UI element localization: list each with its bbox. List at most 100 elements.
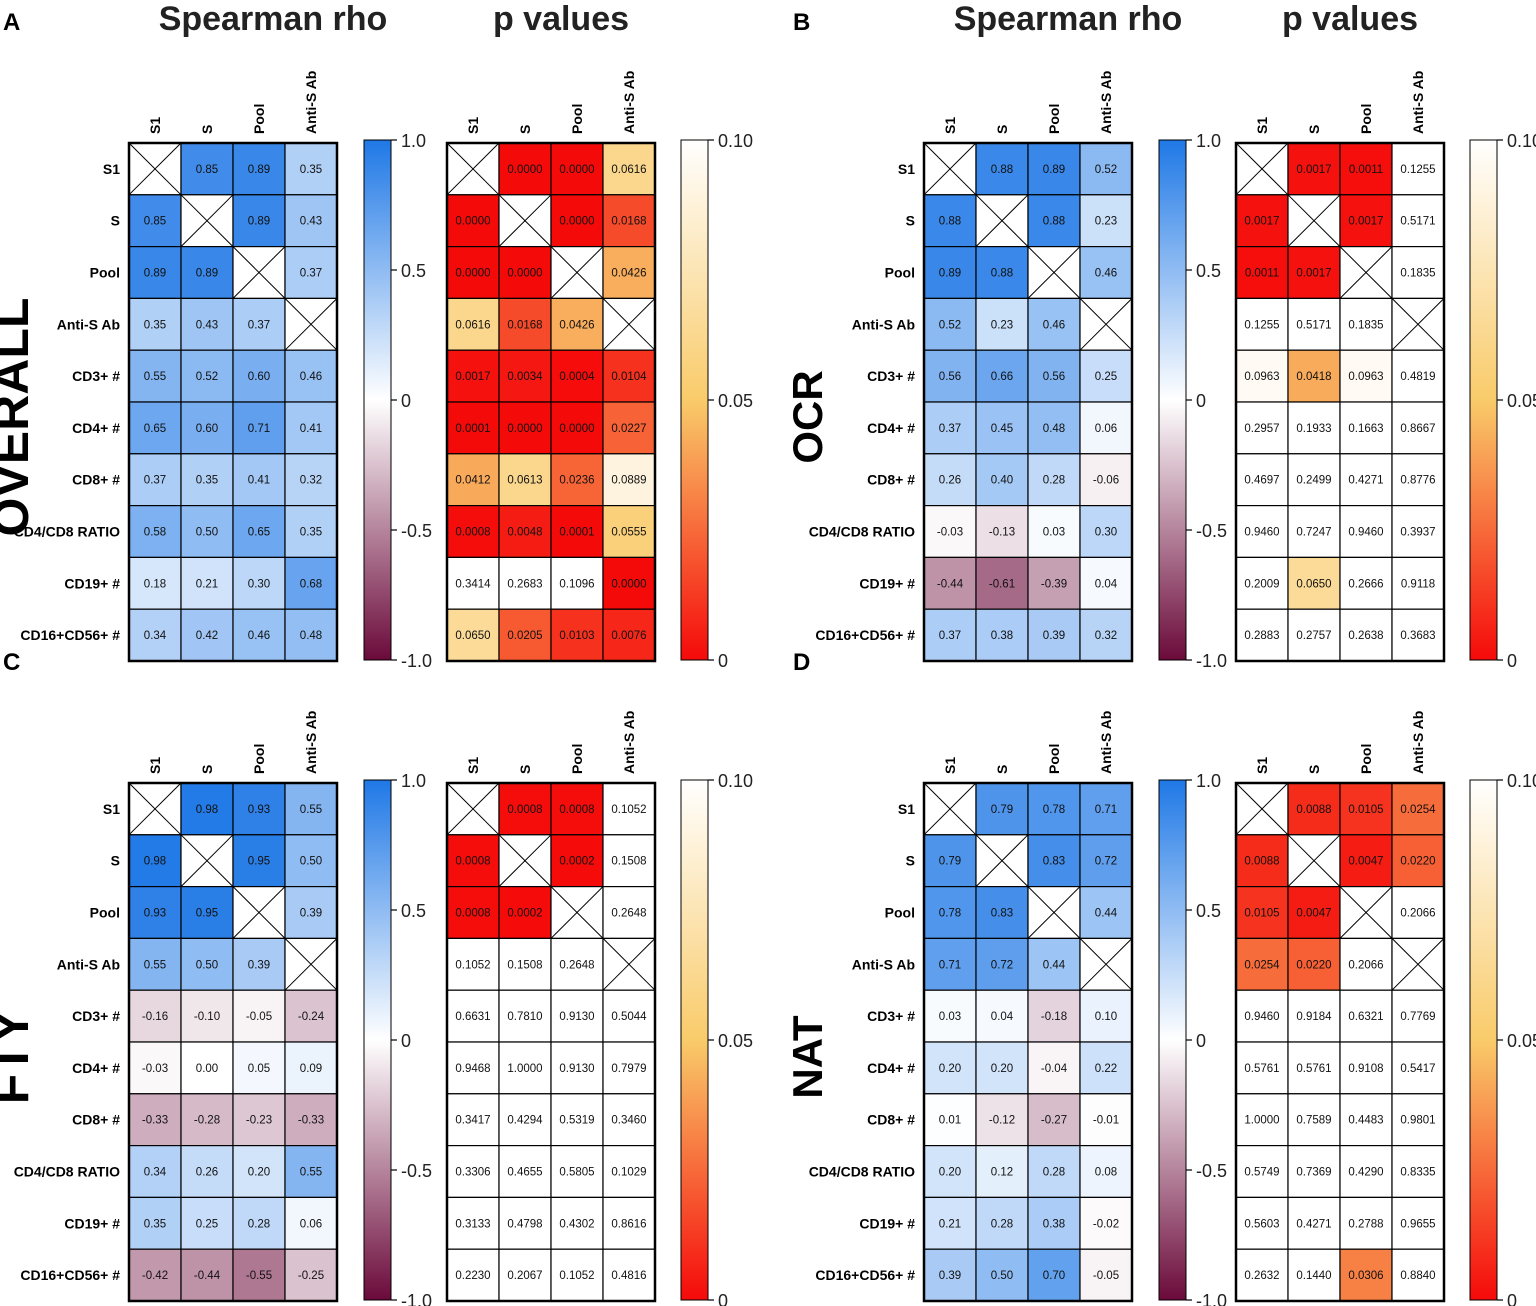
heatmap-cell bbox=[128, 937, 182, 991]
cell-value: 0.2230 bbox=[455, 1270, 490, 1282]
rho-colorbar-gradient bbox=[1158, 779, 1187, 1301]
cell-value: 0.35 bbox=[300, 527, 322, 539]
heatmap-cell bbox=[1235, 453, 1289, 507]
cross-mark bbox=[1235, 142, 1289, 196]
cell-value: 0.37 bbox=[939, 630, 961, 642]
p-heatmap: S1 S Pool Anti-S Ab 0.0008 0.0008 0.1052 0.0008… bbox=[445, 711, 657, 1303]
group-label: FTY bbox=[0, 1010, 39, 1104]
heatmap-cell bbox=[975, 556, 1029, 610]
cell-value: 0.46 bbox=[1095, 268, 1117, 280]
cell-value: 0.23 bbox=[1095, 216, 1117, 228]
group-label: OVERALL bbox=[0, 298, 39, 537]
rho-heatmap: S1 S Pool Anti-S Ab 0.85 0.89 0.35 0.85 0.89 0.43… bbox=[127, 71, 339, 663]
column-label: Anti-S Ab bbox=[621, 711, 637, 774]
row-label: CD4/CD8 RATIO bbox=[809, 524, 915, 540]
cell-value: 0.0008 bbox=[455, 908, 490, 920]
cell-value: 0.34 bbox=[144, 630, 167, 642]
heatmap-cell bbox=[1339, 453, 1393, 507]
heatmap-cell bbox=[550, 782, 604, 836]
heatmap-cell bbox=[232, 349, 286, 403]
heatmap-cell bbox=[180, 453, 234, 507]
column-label: Anti-S Ab bbox=[1098, 711, 1114, 774]
heatmap-cell bbox=[128, 349, 182, 403]
heatmap-cell bbox=[128, 453, 182, 507]
cell-value: 0.78 bbox=[939, 908, 961, 920]
heatmap-cell bbox=[975, 505, 1029, 559]
heatmap-cell bbox=[602, 1093, 656, 1147]
p-colorbar: 0.10 0.05 0 bbox=[1469, 131, 1536, 671]
row-label: CD4+ # bbox=[72, 1060, 120, 1076]
heatmap-cell bbox=[1027, 142, 1081, 196]
cell-value: 0.2066 bbox=[1400, 908, 1435, 920]
colorbar-tick-label: -0.5 bbox=[1196, 1161, 1227, 1181]
cell-value: 0.06 bbox=[300, 1218, 322, 1230]
cell-value: 0.2788 bbox=[1348, 1218, 1383, 1230]
row-label: S bbox=[906, 213, 915, 229]
heatmap-cell bbox=[1339, 608, 1393, 662]
cell-value: 0.52 bbox=[1095, 164, 1117, 176]
cell-value: 0.0000 bbox=[559, 216, 594, 228]
cell-value: 0.46 bbox=[1043, 319, 1065, 331]
cross-mark bbox=[923, 782, 977, 836]
heatmap-cell bbox=[180, 608, 234, 662]
cell-value: 0.0426 bbox=[559, 319, 594, 331]
heatmap-cell bbox=[1079, 194, 1133, 248]
cell-value: 0.35 bbox=[300, 164, 322, 176]
cell-value: -0.39 bbox=[1041, 578, 1067, 590]
cell-value: 0.1508 bbox=[507, 959, 542, 971]
cell-value: 0.66 bbox=[991, 371, 1013, 383]
cell-value: 0.35 bbox=[196, 475, 218, 487]
cell-value: 0.2883 bbox=[1244, 630, 1279, 642]
row-label: CD19+ # bbox=[859, 575, 915, 591]
cell-value: -0.27 bbox=[1041, 1115, 1067, 1127]
row-label: S1 bbox=[103, 801, 120, 817]
cell-value: 1.0000 bbox=[1244, 1115, 1279, 1127]
heatmap-cell bbox=[128, 885, 182, 939]
heatmap-cell bbox=[550, 556, 604, 610]
colorbar-tick-label: -1.0 bbox=[1196, 1291, 1227, 1306]
column-label: Pool bbox=[569, 744, 585, 774]
cell-value: 0.01 bbox=[939, 1115, 961, 1127]
cell-value: 0.48 bbox=[300, 630, 322, 642]
cell-value: 0.30 bbox=[248, 578, 270, 590]
cell-value: 0.28 bbox=[248, 1218, 270, 1230]
heatmap-cell bbox=[1235, 1093, 1289, 1147]
heatmap-cell bbox=[602, 401, 656, 455]
heatmap-cell bbox=[446, 349, 500, 403]
cell-value: 0.5319 bbox=[559, 1115, 594, 1127]
heatmap-cell bbox=[1079, 885, 1133, 939]
cell-value: 0.3417 bbox=[455, 1115, 490, 1127]
cell-value: -0.05 bbox=[1093, 1270, 1119, 1282]
heatmap-cell bbox=[550, 1093, 604, 1147]
heatmap-cell bbox=[550, 608, 604, 662]
heatmap-cell bbox=[128, 246, 182, 300]
colorbar-tick-label: 0.10 bbox=[718, 131, 753, 151]
heatmap-cell bbox=[232, 1041, 286, 1095]
heatmap-cell bbox=[1027, 505, 1081, 559]
cell-value: 0.20 bbox=[939, 1063, 961, 1075]
heatmap-cell bbox=[550, 1041, 604, 1095]
cell-value: 0.8335 bbox=[1400, 1167, 1435, 1179]
heatmap-cell bbox=[550, 1196, 604, 1250]
cell-value: 0.06 bbox=[1095, 423, 1117, 435]
cell-value: 0.00 bbox=[196, 1063, 218, 1075]
rho-colorbar-gradient bbox=[1158, 139, 1187, 661]
p-colorbar-gradient bbox=[1469, 139, 1498, 661]
colorbar-tick-label: 0.10 bbox=[1507, 771, 1536, 791]
heatmap-cell bbox=[446, 556, 500, 610]
cell-value: 0.8667 bbox=[1400, 423, 1435, 435]
cross-mark bbox=[1391, 298, 1445, 351]
cell-value: 0.0254 bbox=[1244, 959, 1280, 971]
heatmap-cell bbox=[1027, 1093, 1081, 1147]
colorbar-tick-label: -1.0 bbox=[1196, 651, 1227, 671]
cell-value: 0.9460 bbox=[1244, 1011, 1279, 1023]
heatmap-cell bbox=[1027, 349, 1081, 403]
cell-value: 0.0650 bbox=[1296, 578, 1331, 590]
heatmap-cell bbox=[1079, 505, 1133, 559]
cell-value: 0.1052 bbox=[559, 1270, 594, 1282]
column-label: Pool bbox=[569, 104, 585, 134]
colorbar-tick-label: 1.0 bbox=[1196, 131, 1221, 151]
row-label: Pool bbox=[885, 265, 915, 281]
cell-value: 0.0017 bbox=[1244, 216, 1279, 228]
